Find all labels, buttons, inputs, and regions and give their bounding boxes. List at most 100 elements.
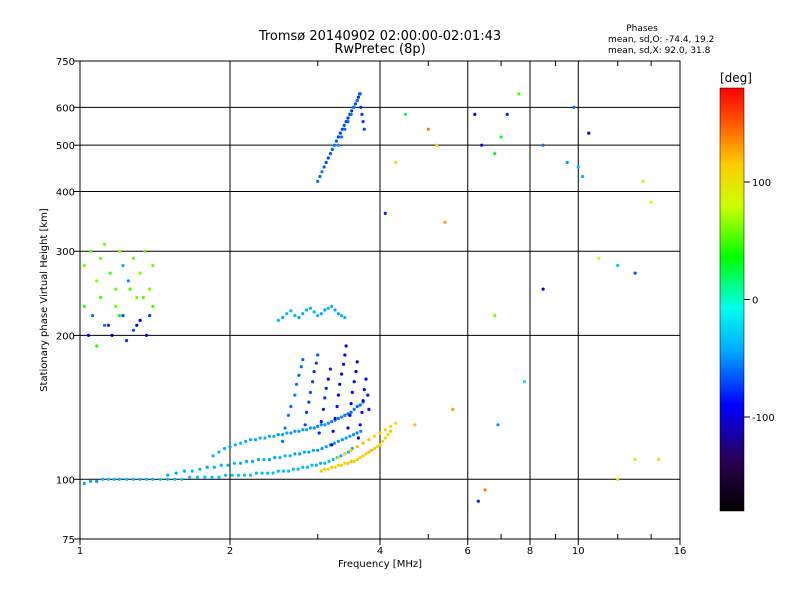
data-point	[311, 448, 315, 452]
data-point	[355, 360, 359, 364]
data-point	[381, 439, 385, 443]
data-point	[233, 443, 237, 447]
data-point	[352, 105, 356, 109]
data-point	[128, 287, 132, 291]
data-point	[308, 306, 312, 310]
data-point	[330, 465, 334, 469]
data-point	[336, 312, 340, 316]
data-point	[581, 174, 585, 179]
data-point	[318, 174, 322, 179]
data-point	[480, 143, 484, 147]
data-point	[362, 127, 366, 131]
data-point	[338, 131, 342, 135]
data-point	[386, 433, 390, 437]
data-point	[354, 370, 358, 374]
data-point	[312, 426, 316, 430]
data-point	[326, 156, 330, 160]
data-point	[358, 456, 362, 460]
data-point	[339, 454, 343, 458]
data-point	[340, 438, 344, 442]
data-point	[289, 404, 293, 409]
data-point	[319, 423, 323, 427]
data-point	[232, 461, 236, 465]
data-point	[330, 420, 334, 424]
data-point	[89, 479, 93, 483]
data-point	[272, 434, 276, 438]
data-point	[285, 431, 289, 435]
y-tick-label: 600	[56, 103, 75, 114]
data-point	[288, 454, 292, 458]
data-point	[102, 242, 107, 246]
y-axis-ticks: 75 100 200 300 400 500 600 750	[56, 57, 80, 546]
data-point	[166, 477, 170, 481]
data-point	[323, 467, 327, 471]
phases-line-o: mean, sd,O: -74.4, 19.2	[608, 35, 714, 45]
data-point	[641, 179, 645, 183]
grid-lines	[80, 61, 680, 539]
data-point	[86, 333, 91, 337]
data-point	[346, 116, 350, 120]
data-point	[378, 443, 382, 447]
data-point	[372, 446, 377, 451]
data-point	[276, 318, 280, 322]
data-point	[323, 308, 327, 312]
data-point	[347, 450, 351, 454]
y-tick-label: 400	[56, 187, 75, 198]
data-point	[244, 439, 248, 443]
data-point	[319, 420, 323, 424]
y-tick-label: 75	[62, 535, 75, 546]
data-point	[314, 463, 318, 467]
data-point	[110, 333, 114, 337]
data-point	[476, 499, 480, 503]
data-point	[336, 416, 340, 421]
data-point	[319, 469, 323, 473]
data-point	[158, 477, 162, 481]
data-point	[340, 127, 344, 131]
x-axis-label: Frequency [MHz]	[338, 559, 422, 570]
data-point	[322, 165, 326, 169]
data-point	[283, 426, 287, 430]
data-point	[413, 423, 417, 427]
data-point	[343, 452, 347, 456]
data-point	[657, 457, 661, 462]
data-point	[323, 461, 327, 465]
data-point	[633, 271, 637, 275]
data-point	[340, 135, 344, 139]
data-point	[125, 339, 129, 343]
data-point	[82, 304, 86, 308]
data-point	[541, 287, 545, 291]
data-point	[343, 315, 347, 320]
data-point	[320, 446, 324, 451]
data-point	[360, 112, 364, 116]
data-point	[293, 314, 297, 318]
data-point	[378, 431, 382, 435]
data-point	[340, 415, 344, 419]
data-point	[236, 473, 241, 477]
data-point	[203, 475, 207, 479]
data-point	[131, 328, 135, 332]
data-point	[230, 473, 234, 477]
data-point	[99, 256, 103, 260]
data-point	[361, 120, 365, 124]
data-point	[336, 439, 340, 443]
data-point	[389, 429, 393, 433]
data-point	[239, 461, 243, 465]
data-point	[95, 279, 99, 283]
data-point	[359, 429, 363, 433]
data-point	[210, 475, 214, 479]
data-point	[356, 436, 360, 440]
data-point	[271, 471, 275, 475]
data-point	[333, 416, 337, 421]
data-point	[138, 271, 142, 275]
data-point	[249, 473, 253, 477]
chart-title: Tromsø 20140902 02:00:00-02:01:43	[258, 29, 501, 44]
data-point	[473, 112, 477, 116]
data-point	[541, 143, 545, 147]
data-point	[340, 463, 344, 467]
data-point	[358, 423, 362, 427]
data-point	[297, 429, 301, 433]
data-point	[286, 413, 290, 417]
data-point	[95, 479, 99, 483]
data-point	[117, 314, 122, 318]
